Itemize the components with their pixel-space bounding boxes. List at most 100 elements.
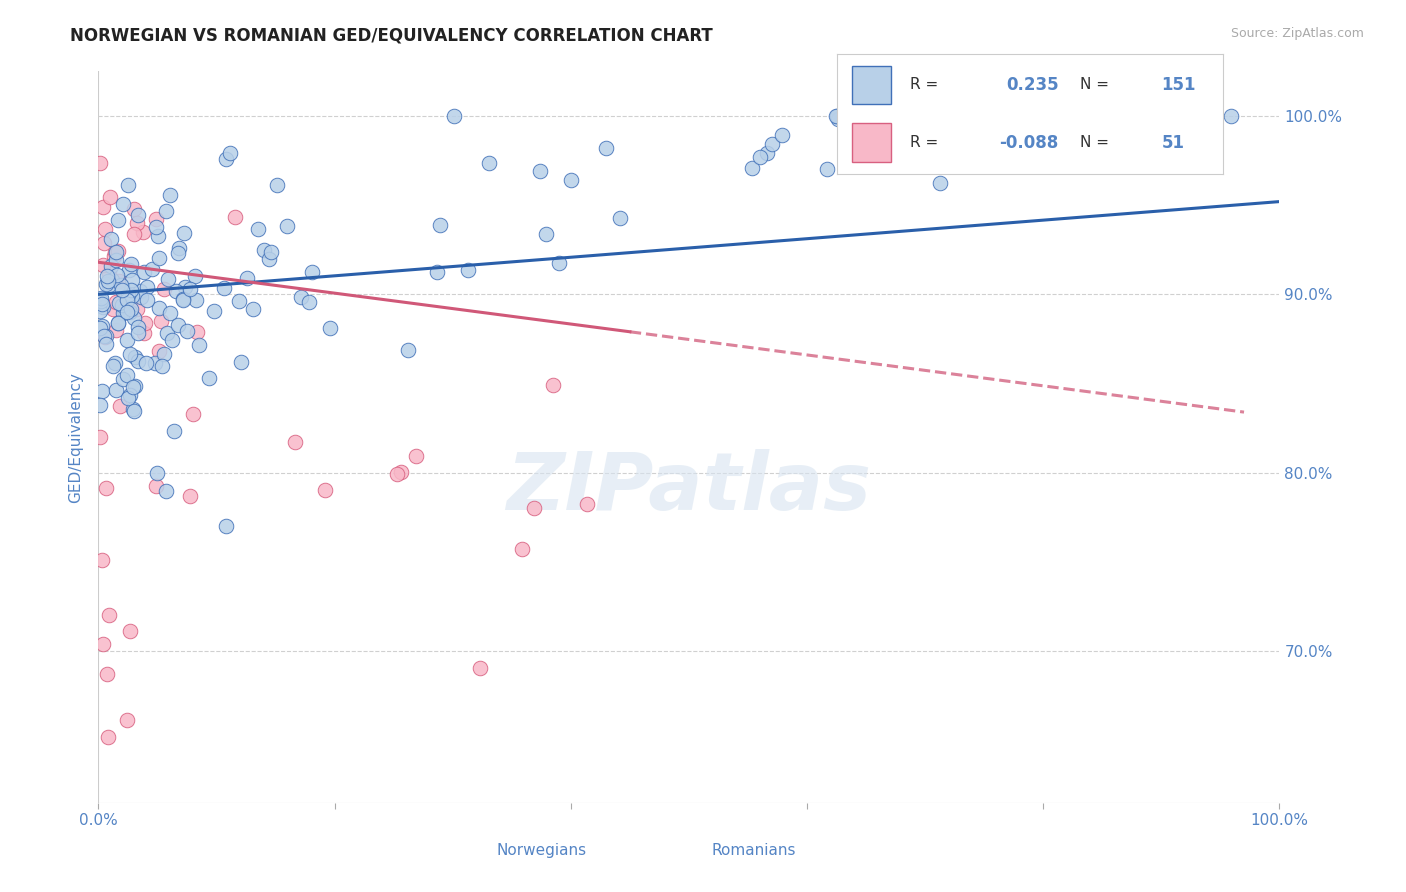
Point [117, 288, 139, 302]
Point [173, 227, 195, 241]
Point [94, 336, 117, 351]
Point [529, 164, 551, 178]
Point [204, 303, 226, 318]
Point [1166, 109, 1188, 123]
Point [148, 301, 170, 316]
Point [108, 399, 131, 413]
Point [1187, 109, 1209, 123]
Point [827, 112, 849, 126]
Point [174, 280, 197, 294]
Point [145, 479, 167, 493]
Point [176, 325, 198, 339]
Point [96, 667, 118, 681]
Point [117, 391, 139, 405]
Point [104, 244, 127, 259]
Point [128, 285, 150, 299]
Point [186, 326, 208, 340]
Point [124, 350, 146, 364]
Point [94, 222, 117, 236]
Point [260, 245, 283, 260]
Point [125, 301, 148, 316]
Point [91, 301, 114, 315]
Point [107, 268, 129, 282]
Point [266, 178, 288, 193]
Point [94, 481, 117, 495]
Point [91, 258, 114, 272]
Point [122, 227, 145, 241]
Point [120, 301, 142, 316]
Point [110, 298, 132, 312]
Point [100, 259, 122, 273]
Point [117, 178, 139, 192]
Point [134, 326, 156, 340]
Point [90, 294, 112, 309]
Point [143, 356, 166, 370]
Text: Source: ZipAtlas.com: Source: ZipAtlas.com [1230, 27, 1364, 40]
Text: R =: R = [910, 78, 938, 93]
Point [115, 713, 138, 727]
Point [817, 161, 839, 176]
Point [1220, 109, 1243, 123]
Point [1029, 109, 1052, 123]
Text: N =: N = [1080, 78, 1109, 93]
Y-axis label: GED/Equivalency: GED/Equivalency [67, 372, 83, 502]
Point [98, 190, 121, 204]
Point [121, 379, 143, 393]
Point [132, 225, 155, 239]
Point [111, 306, 134, 320]
Point [105, 323, 128, 337]
Point [93, 637, 115, 651]
Point [120, 257, 142, 271]
Point [122, 401, 145, 416]
Point [91, 200, 114, 214]
Point [107, 212, 129, 227]
Point [1166, 109, 1188, 123]
Text: Romanians: Romanians [711, 843, 796, 858]
Point [129, 290, 152, 304]
Point [510, 541, 533, 556]
Point [148, 344, 170, 359]
Point [127, 208, 149, 222]
Text: NORWEGIAN VS ROMANIAN GED/EQUIVALENCY CORRELATION CHART: NORWEGIAN VS ROMANIAN GED/EQUIVALENCY CO… [70, 27, 713, 45]
Point [107, 275, 129, 289]
Text: -0.088: -0.088 [998, 134, 1059, 152]
Point [96, 277, 118, 291]
Point [89, 321, 111, 335]
Point [107, 244, 129, 258]
Point [755, 145, 778, 160]
Point [145, 220, 167, 235]
Point [186, 293, 208, 307]
Point [246, 221, 269, 235]
Point [290, 290, 312, 304]
Point [276, 219, 298, 234]
Point [93, 235, 115, 250]
Point [94, 328, 117, 343]
Point [215, 519, 238, 533]
Point [97, 731, 120, 745]
Point [298, 294, 321, 309]
Point [124, 379, 146, 393]
Point [215, 152, 238, 166]
Point [132, 264, 155, 278]
Point [91, 553, 114, 567]
Point [150, 359, 173, 373]
Point [156, 326, 179, 341]
Point [167, 246, 190, 260]
Point [115, 293, 138, 308]
Point [228, 294, 250, 309]
Point [111, 283, 134, 297]
Point [110, 278, 132, 293]
Point [103, 249, 125, 263]
Point [172, 292, 194, 306]
Point [827, 109, 849, 123]
Text: 51: 51 [1161, 134, 1184, 152]
Point [134, 316, 156, 330]
Point [470, 661, 492, 675]
Point [929, 176, 952, 190]
Point [94, 330, 117, 344]
Text: 0.235: 0.235 [1007, 76, 1059, 94]
Point [98, 607, 121, 622]
Point [101, 273, 124, 287]
Point [167, 241, 190, 255]
Text: 151: 151 [1161, 76, 1197, 94]
